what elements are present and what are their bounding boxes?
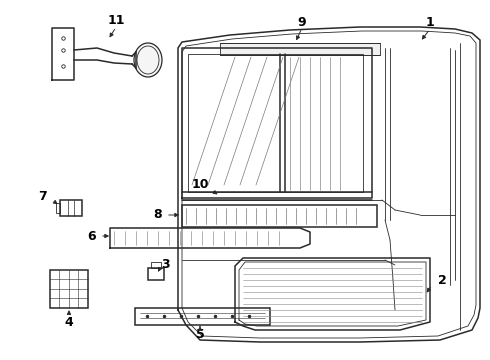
Text: 1: 1 (426, 15, 434, 28)
Bar (56, 203, 60, 213)
Bar (148, 268, 164, 280)
Ellipse shape (134, 43, 162, 77)
Bar (60, 200, 82, 216)
Text: 11: 11 (107, 13, 125, 27)
Text: 4: 4 (65, 315, 74, 328)
Text: 10: 10 (191, 179, 209, 192)
Bar (151, 262, 161, 268)
Text: 9: 9 (298, 15, 306, 28)
Text: 7: 7 (38, 190, 47, 203)
Text: 6: 6 (88, 230, 97, 243)
Text: 5: 5 (196, 328, 204, 342)
Bar (182, 205, 377, 227)
Text: 3: 3 (161, 258, 170, 271)
Bar (220, 43, 380, 55)
Bar (135, 308, 270, 325)
Text: 2: 2 (438, 274, 446, 287)
Bar (50, 270, 88, 308)
Text: 8: 8 (154, 208, 162, 221)
